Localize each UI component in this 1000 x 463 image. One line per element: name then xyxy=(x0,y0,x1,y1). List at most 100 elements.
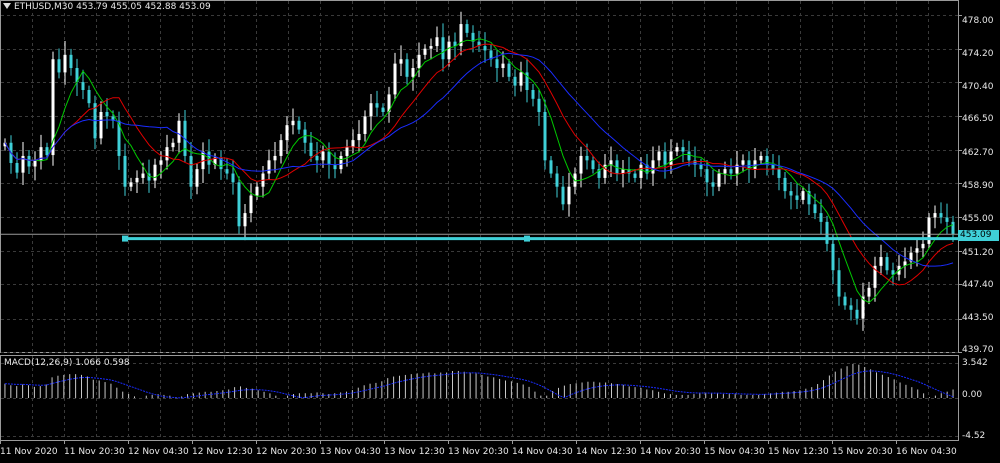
candle-body xyxy=(645,164,649,174)
ma-fast-line xyxy=(4,38,954,304)
candle-body xyxy=(747,160,751,170)
candle-body xyxy=(27,155,31,167)
candle-body xyxy=(831,243,835,271)
candle-body xyxy=(843,296,847,306)
candle-body xyxy=(819,213,823,222)
candle-body xyxy=(609,160,613,165)
candle-body xyxy=(381,107,385,112)
candle-body xyxy=(291,120,295,126)
candle-body xyxy=(213,157,217,165)
candle-body xyxy=(393,63,397,95)
candle-body xyxy=(171,142,175,148)
candle-body xyxy=(705,169,709,183)
candle-body xyxy=(669,151,673,165)
time-tick: 15 Nov 04:30 xyxy=(704,447,765,457)
candle-body xyxy=(219,157,223,170)
chart-menu-triangle-icon[interactable] xyxy=(3,3,11,9)
candle-body xyxy=(411,68,415,77)
candle-body xyxy=(465,24,469,33)
candle-body xyxy=(15,162,19,173)
candle-body xyxy=(369,103,373,117)
price-tick: 443.50 xyxy=(962,313,994,323)
candle-body xyxy=(471,32,475,42)
candle-body xyxy=(327,151,331,165)
candle-body xyxy=(363,116,367,134)
candle-body xyxy=(633,173,637,178)
candle-body xyxy=(51,59,55,156)
candle-body xyxy=(639,164,643,178)
candle-body xyxy=(147,173,151,181)
price-tick: 478.00 xyxy=(962,16,994,26)
candle-body xyxy=(309,142,313,156)
candle-body xyxy=(141,173,145,178)
candle-body xyxy=(561,186,565,205)
candle-body xyxy=(795,195,799,200)
candle-body xyxy=(87,90,91,104)
candle-body xyxy=(477,41,481,47)
time-tick: 11 Nov 2020 xyxy=(0,447,58,457)
candle-body xyxy=(273,155,277,161)
candle-body xyxy=(567,186,571,205)
candle-body xyxy=(447,41,451,60)
candle-body xyxy=(435,37,439,47)
candle-body xyxy=(849,305,853,310)
candle-body xyxy=(789,191,793,196)
candle-body xyxy=(717,173,721,187)
time-tick: 11 Nov 20:30 xyxy=(64,447,125,457)
candle-body xyxy=(855,309,859,319)
candle-body xyxy=(915,248,919,253)
candle-body xyxy=(45,147,49,156)
time-tick: 13 Nov 04:30 xyxy=(320,447,381,457)
macd-signal-line xyxy=(4,370,954,399)
candle-body xyxy=(165,147,169,161)
candle-body xyxy=(21,155,25,173)
candle-body xyxy=(543,111,547,161)
candle-body xyxy=(495,59,499,69)
candle-body xyxy=(75,68,79,83)
candle-body xyxy=(813,204,817,214)
candle-body xyxy=(249,195,253,214)
ma-slow-line xyxy=(4,52,954,267)
current-price-tag: 453.09 xyxy=(958,230,999,241)
candle-body xyxy=(525,72,529,91)
candle-body xyxy=(441,37,445,60)
candle-body xyxy=(57,59,61,73)
candle-body xyxy=(3,142,7,147)
candle-body xyxy=(729,169,733,174)
candle-body xyxy=(189,155,193,187)
candle-body xyxy=(879,257,883,266)
candle-body xyxy=(663,151,667,165)
candle-body xyxy=(159,160,163,165)
candle-body xyxy=(867,287,871,297)
candle-body xyxy=(483,46,487,51)
candle-body xyxy=(651,160,655,174)
candle-body xyxy=(195,169,199,187)
candle-body xyxy=(129,182,133,187)
price-tick: 458.90 xyxy=(962,181,994,191)
candle-body xyxy=(237,182,241,227)
candle-body xyxy=(741,160,745,165)
support-line-anchor xyxy=(122,235,128,242)
candle-body xyxy=(909,252,913,262)
candle-body xyxy=(489,50,493,60)
time-tick: 13 Nov 20:30 xyxy=(448,447,509,457)
candle-body xyxy=(579,155,583,174)
time-tick: 15 Nov 20:30 xyxy=(832,447,893,457)
candle-body xyxy=(603,164,607,178)
candle-body xyxy=(537,98,541,112)
price-tick: 439.70 xyxy=(962,345,994,355)
candle-body xyxy=(765,155,769,165)
candle-body xyxy=(549,160,553,174)
candle-body xyxy=(531,90,535,99)
candle-body xyxy=(81,82,85,91)
candle-body xyxy=(351,140,355,148)
candle-body xyxy=(315,155,319,161)
candle-body xyxy=(699,164,703,170)
candle-body xyxy=(939,213,943,218)
candle-body xyxy=(111,116,115,121)
candle-body xyxy=(423,48,427,55)
candle-body xyxy=(501,63,505,69)
candle-body xyxy=(801,191,805,200)
candle-body xyxy=(903,261,907,266)
